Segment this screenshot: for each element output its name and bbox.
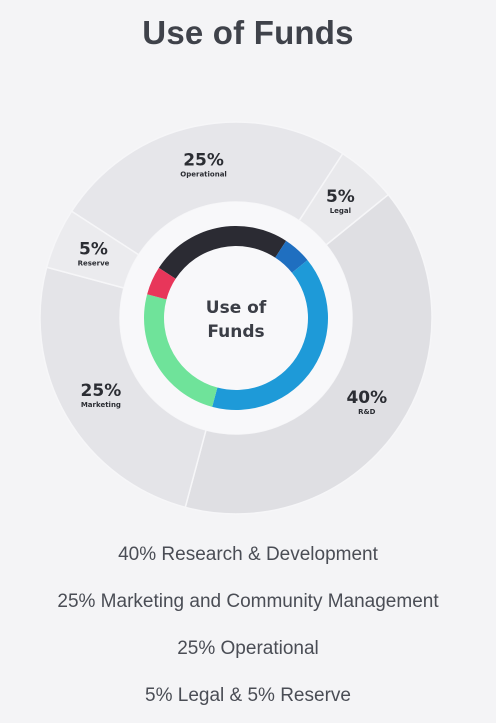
- center-label-line-1: Use of: [206, 298, 267, 318]
- breakdown-line-legal-reserve: 5% Legal & 5% Reserve: [145, 685, 351, 706]
- breakdown-line-research: 40% Research & Development: [118, 544, 378, 565]
- ring-segment-marketing: [144, 294, 218, 407]
- use-of-funds-donut-chart: 25%Operational5%Legal40%R&D25%Marketing5…: [39, 121, 433, 515]
- slice-name-operational: Operational: [180, 170, 227, 178]
- slice-name-r-d: R&D: [358, 408, 375, 416]
- slice-name-legal: Legal: [330, 207, 351, 215]
- breakdown-line-marketing: 25% Marketing and Community Management: [57, 591, 439, 612]
- ring-segment-reserve: [147, 267, 176, 300]
- ring-segment-legal: [275, 240, 308, 273]
- slice-name-marketing: Marketing: [81, 401, 121, 409]
- slice-operational: [70, 121, 344, 256]
- slice-percent-reserve: 5%: [79, 240, 108, 260]
- page-title: Use of Funds: [142, 14, 354, 51]
- center-label-line-2: Funds: [207, 322, 264, 342]
- slice-percent-marketing: 25%: [81, 381, 122, 401]
- ring-segment-r-d: [212, 260, 328, 411]
- slice-percent-operational: 25%: [183, 150, 224, 170]
- slice-percent-legal: 5%: [326, 187, 355, 207]
- slice-percent-r-d: 40%: [346, 388, 387, 408]
- slice-name-reserve: Reserve: [78, 260, 110, 268]
- breakdown-list: 40% Research & Development 25% Marketing…: [0, 535, 496, 723]
- breakdown-line-operational: 25% Operational: [177, 638, 319, 659]
- ring-segment-operational: [158, 226, 287, 279]
